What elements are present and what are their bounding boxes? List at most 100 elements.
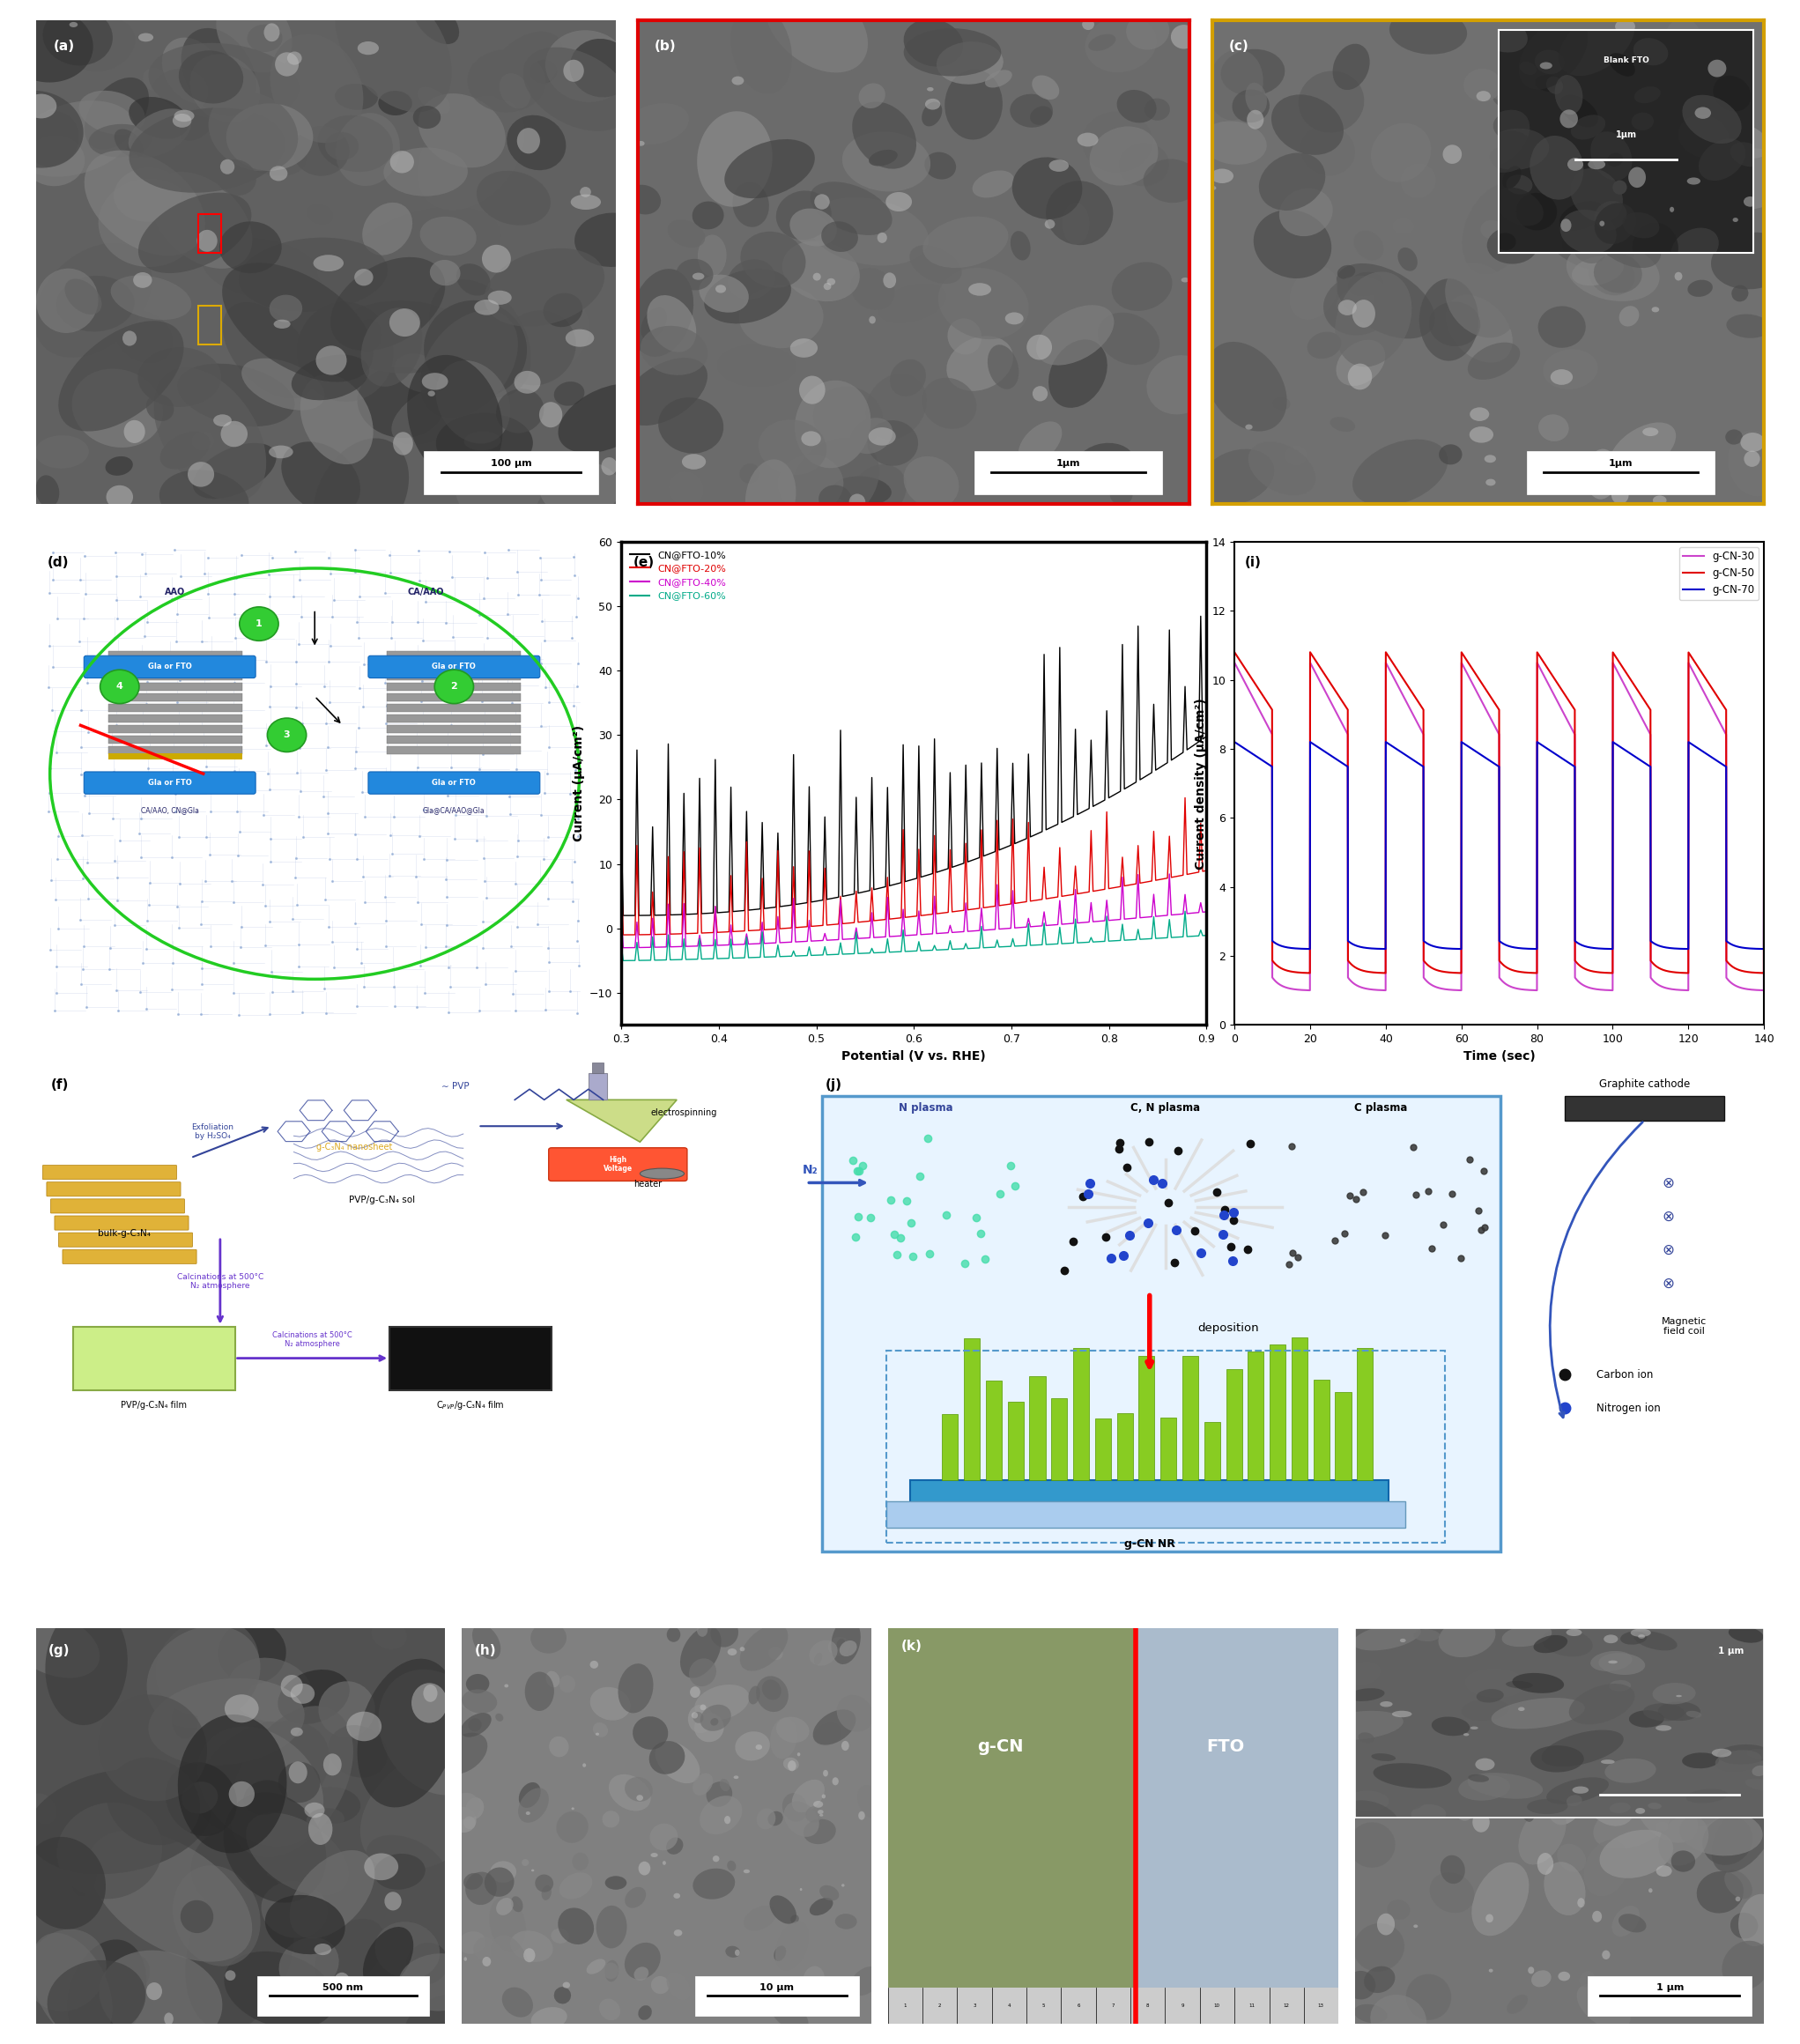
Ellipse shape [477,172,551,225]
Ellipse shape [713,1856,720,1862]
Bar [108,662,243,668]
Ellipse shape [171,1701,198,1739]
Ellipse shape [317,114,392,172]
Text: ⊗: ⊗ [1661,1175,1674,1192]
Ellipse shape [842,131,931,192]
Ellipse shape [405,1942,448,1985]
Ellipse shape [1593,1797,1670,1850]
Ellipse shape [596,1905,626,1948]
Ellipse shape [216,159,256,196]
Ellipse shape [340,206,500,303]
Text: (i): (i) [1246,556,1262,570]
Text: ∼ PVP: ∼ PVP [441,1081,470,1091]
CN@FTO-40% [1159,863,1181,887]
Text: Gla or FTO: Gla or FTO [148,662,191,670]
Bar [911,1480,1390,1504]
Text: Exfoliation
by H₂SO₄: Exfoliation by H₂SO₄ [191,1122,234,1141]
Ellipse shape [756,1744,761,1750]
Ellipse shape [680,1627,722,1678]
Ellipse shape [1467,343,1519,380]
Ellipse shape [497,388,544,433]
Ellipse shape [515,370,540,394]
g-CN-70 [1678,936,1699,961]
CN@FTO-40% [970,895,992,920]
Ellipse shape [1588,176,1602,190]
Ellipse shape [509,290,589,372]
Text: C plasma: C plasma [1354,1102,1408,1114]
Ellipse shape [1544,1862,1586,1915]
Ellipse shape [783,1793,808,1821]
Ellipse shape [884,272,896,288]
Ellipse shape [769,1811,783,1825]
Ellipse shape [378,90,412,114]
Ellipse shape [315,1944,331,1956]
Ellipse shape [464,1872,482,1889]
Ellipse shape [666,1838,684,1854]
Ellipse shape [1537,1852,1553,1874]
Ellipse shape [1280,188,1332,237]
Ellipse shape [808,198,929,266]
Ellipse shape [227,104,313,172]
Ellipse shape [428,390,436,397]
Ellipse shape [1526,88,1636,157]
Text: 2: 2 [450,683,457,691]
Polygon shape [567,1100,677,1143]
Bar [198,307,221,343]
Text: C, N plasma: C, N plasma [1130,1102,1201,1114]
Ellipse shape [1438,444,1462,464]
Ellipse shape [85,78,149,149]
Text: Gla or FTO: Gla or FTO [148,779,191,787]
Ellipse shape [1354,1923,1404,1972]
Ellipse shape [1721,123,1769,157]
Ellipse shape [164,2013,173,2026]
Ellipse shape [571,39,634,98]
Ellipse shape [1696,225,1717,243]
Text: PVP/g-C₃N₄ film: PVP/g-C₃N₄ film [121,1402,187,1410]
FancyBboxPatch shape [50,1200,185,1214]
Ellipse shape [1703,1817,1753,1864]
Ellipse shape [268,147,288,164]
Ellipse shape [292,354,369,401]
Ellipse shape [886,192,913,211]
Ellipse shape [275,53,299,76]
Ellipse shape [1076,133,1098,147]
Ellipse shape [139,347,221,407]
Ellipse shape [34,243,151,358]
Ellipse shape [1472,1862,1528,1936]
FancyBboxPatch shape [974,450,1163,495]
Ellipse shape [1598,176,1615,186]
Bar [198,215,221,253]
Text: Gla or FTO: Gla or FTO [432,662,475,670]
g-CN-30 [1660,977,1681,1002]
Ellipse shape [832,1619,860,1664]
Ellipse shape [25,135,85,186]
Ellipse shape [650,1852,657,1858]
Ellipse shape [673,1930,682,1936]
Ellipse shape [1210,186,1217,190]
Ellipse shape [599,1999,621,2019]
Ellipse shape [1658,1815,1708,1866]
Ellipse shape [364,1927,414,1989]
Ellipse shape [338,1981,360,1995]
Ellipse shape [1332,43,1370,90]
CN@FTO-10% [970,750,992,775]
Ellipse shape [904,18,963,67]
Circle shape [239,607,279,640]
Ellipse shape [216,0,292,72]
CN@FTO-60% [961,936,983,961]
Ellipse shape [1586,450,1618,499]
Ellipse shape [182,29,256,117]
Ellipse shape [1323,276,1393,335]
Ellipse shape [1694,1605,1741,1670]
Ellipse shape [761,1680,781,1701]
Ellipse shape [418,86,450,114]
Ellipse shape [837,1639,844,1647]
Ellipse shape [1642,427,1658,435]
Ellipse shape [540,462,621,517]
Ellipse shape [558,384,657,454]
Ellipse shape [637,1795,643,1801]
Ellipse shape [268,446,293,458]
Text: Carbon ion: Carbon ion [1597,1369,1652,1380]
Ellipse shape [1636,1801,1654,1819]
CN@FTO-60% [1143,903,1165,928]
